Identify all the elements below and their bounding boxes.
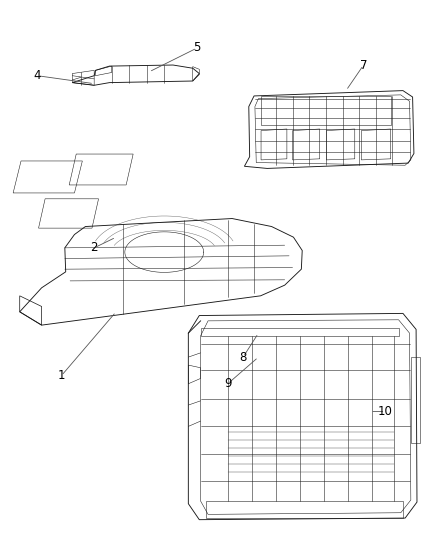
Text: 10: 10 [378, 405, 393, 418]
Text: 7: 7 [360, 59, 367, 71]
Text: 9: 9 [224, 377, 232, 390]
Text: 4: 4 [33, 69, 41, 82]
Text: 1: 1 [57, 369, 65, 382]
Text: 5: 5 [194, 42, 201, 54]
Text: 2: 2 [90, 241, 98, 254]
Text: 8: 8 [240, 351, 247, 364]
